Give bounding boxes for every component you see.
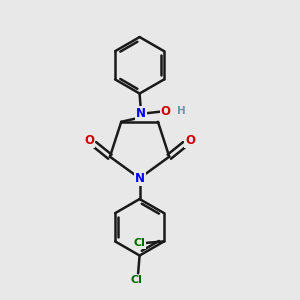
Text: H: H <box>176 106 185 116</box>
Text: O: O <box>185 134 195 147</box>
Text: N: N <box>136 107 146 120</box>
Text: O: O <box>160 105 170 118</box>
Text: N: N <box>135 172 145 185</box>
Text: O: O <box>84 134 94 147</box>
Text: Cl: Cl <box>133 238 145 248</box>
Text: Cl: Cl <box>131 275 142 286</box>
